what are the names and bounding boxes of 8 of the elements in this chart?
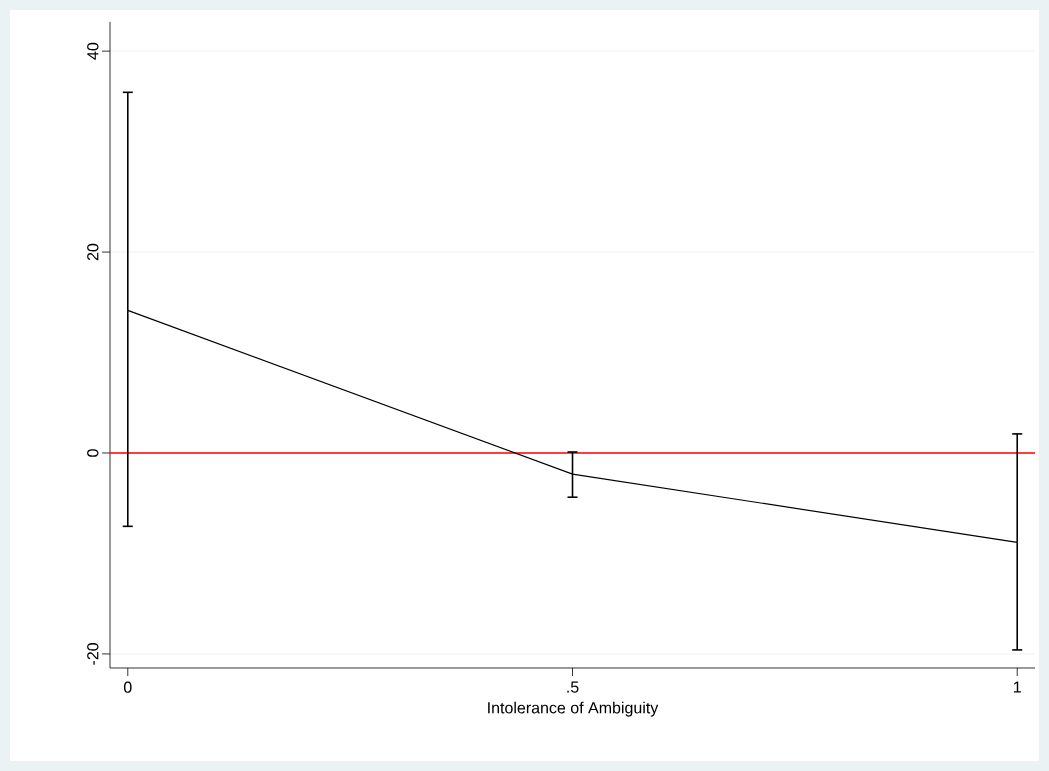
- y-tick-label: -20: [87, 643, 99, 665]
- x-tick-label: 1: [1014, 681, 1021, 693]
- x-tick-label: .5: [567, 681, 579, 693]
- y-tick-label: 0: [87, 449, 99, 457]
- y-tick-label: 20: [87, 243, 99, 261]
- y-tick-label: 40: [87, 42, 99, 60]
- x-tick-label: 0: [123, 681, 132, 693]
- x-axis-title: Intolerance of Ambiguity: [488, 701, 659, 717]
